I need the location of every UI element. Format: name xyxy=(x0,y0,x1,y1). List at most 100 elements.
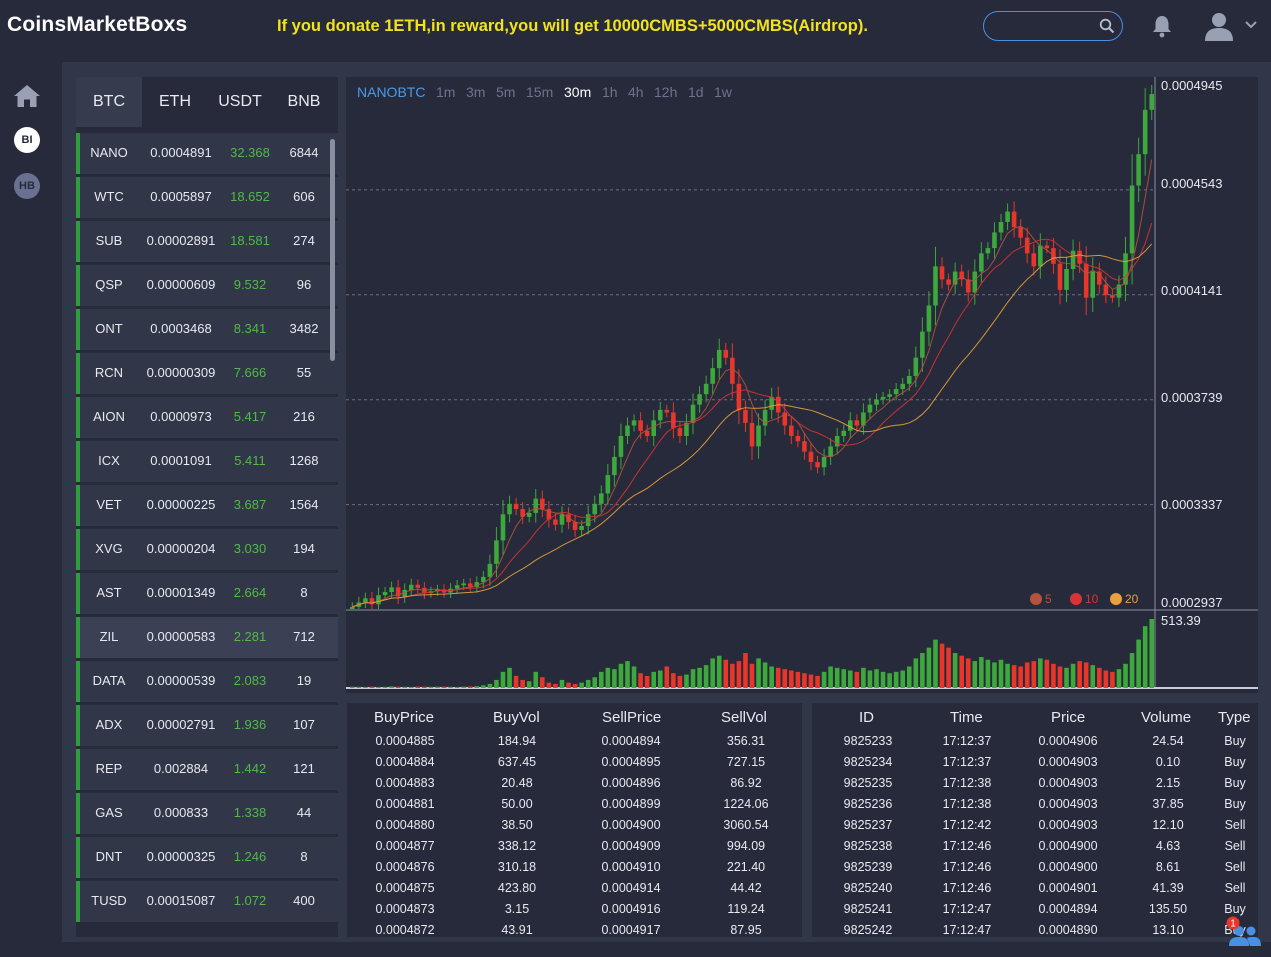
market-row-icx[interactable]: ICX 0.0001091 5.411 1268 xyxy=(76,441,338,482)
chevron-down-icon[interactable] xyxy=(1244,19,1258,31)
candle-body xyxy=(906,375,912,384)
volume-bar xyxy=(723,659,729,688)
book-sell-price: 0.0004896 xyxy=(601,776,661,790)
candlestick-chart[interactable] xyxy=(346,77,1258,693)
candle-body xyxy=(402,589,407,597)
top-header: CoinsMarketBoxs If you donate 1ETH,in re… xyxy=(0,0,1271,52)
trade-history: ID Time Price Volume Type 9825233 17:12:3… xyxy=(812,703,1258,937)
market-change: 1.338 xyxy=(233,805,267,820)
volume-bar xyxy=(631,666,637,688)
market-scrollbar[interactable] xyxy=(330,139,335,361)
market-row-gas[interactable]: GAS 0.000833 1.338 44 xyxy=(76,793,338,834)
market-row-rcn[interactable]: RCN 0.00000309 7.666 55 xyxy=(76,353,338,394)
candle-body xyxy=(952,271,958,285)
volume-bar xyxy=(520,679,525,688)
row-change-indicator xyxy=(76,265,80,306)
volume-bar xyxy=(487,683,493,688)
market-row-ast[interactable]: AST 0.00001349 2.664 8 xyxy=(76,573,338,614)
row-change-indicator xyxy=(76,661,80,702)
market-row-vet[interactable]: VET 0.00000225 3.687 1564 xyxy=(76,485,338,526)
candle-body xyxy=(1044,245,1050,249)
market-row-xvg[interactable]: XVG 0.00000204 3.030 194 xyxy=(76,529,338,570)
candle-body xyxy=(540,498,545,510)
users-icon[interactable]: 1 xyxy=(1226,916,1262,946)
timeframe-1h[interactable]: 1h xyxy=(602,84,618,100)
candle-body xyxy=(585,514,591,527)
timeframe-12h[interactable]: 12h xyxy=(654,84,678,100)
market-vol: 712 xyxy=(293,629,315,644)
market-row-wtc[interactable]: WTC 0.0005897 18.652 606 xyxy=(76,177,338,218)
market-sym: TUSD xyxy=(91,893,127,908)
candle-body xyxy=(880,396,886,400)
market-change: 8.341 xyxy=(233,321,267,336)
market-row-nano[interactable]: NANO 0.0004891 32.368 6844 xyxy=(76,133,338,174)
candle-body xyxy=(684,422,689,436)
volume-bar xyxy=(847,670,853,688)
market-row-sub[interactable]: SUB 0.00002891 18.581 274 xyxy=(76,221,338,262)
timeframe-3m[interactable]: 3m xyxy=(466,84,486,100)
home-icon[interactable] xyxy=(13,84,41,108)
candle-body xyxy=(933,266,938,306)
market-price: 0.00000325 xyxy=(146,849,216,864)
tab-bnb[interactable]: BNB xyxy=(287,93,321,110)
candle-body xyxy=(893,389,899,395)
market-row-dnt[interactable]: DNT 0.00000325 1.246 8 xyxy=(76,837,338,878)
tab-usdt[interactable]: USDT xyxy=(218,93,262,110)
volume-bar xyxy=(782,669,788,688)
timeframe-1d[interactable]: 1d xyxy=(688,84,704,100)
volume-bar xyxy=(598,671,604,688)
volume-bar xyxy=(389,686,394,688)
candle-body xyxy=(369,598,375,605)
row-change-indicator xyxy=(76,749,80,790)
bell-icon[interactable] xyxy=(1151,14,1173,38)
timeframe-4h[interactable]: 4h xyxy=(628,84,644,100)
brand-logo[interactable]: CoinsMarketBoxs xyxy=(7,13,188,36)
trade-price: 0.0004903 xyxy=(1038,818,1098,832)
trade-type: Sell xyxy=(1224,839,1246,853)
candle-body xyxy=(736,383,742,410)
candle-body xyxy=(349,606,355,609)
candle-body xyxy=(415,584,421,588)
timeframe-30m[interactable]: 30m xyxy=(564,84,592,100)
market-row-qsp[interactable]: QSP 0.00000609 9.532 96 xyxy=(76,265,338,306)
user-icon[interactable] xyxy=(1203,10,1235,42)
candle-body xyxy=(376,595,381,605)
trade-price: 0.0004903 xyxy=(1038,755,1098,769)
search-box[interactable] xyxy=(983,11,1123,41)
book-sell-price: 0.0004916 xyxy=(601,902,661,916)
volume-bar xyxy=(965,658,971,688)
market-row-adx[interactable]: ADX 0.00002791 1.936 107 xyxy=(76,705,338,746)
book-buy-vol: 423.80 xyxy=(497,881,537,895)
timeframe-1w[interactable]: 1w xyxy=(714,84,732,100)
candle-body xyxy=(494,540,499,564)
nav-item-bi[interactable]: BI xyxy=(14,127,40,153)
market-row-ont[interactable]: ONT 0.0003468 8.341 3482 xyxy=(76,309,338,350)
row-change-indicator xyxy=(76,881,80,922)
trade-type: Buy xyxy=(1224,755,1246,769)
candle-body xyxy=(513,503,519,510)
timeframe-1m[interactable]: 1m xyxy=(436,84,456,100)
price-level-label: 0.0003337 xyxy=(1161,497,1223,512)
ma20-label: 20 xyxy=(1125,592,1139,606)
search-icon[interactable] xyxy=(1099,18,1115,34)
nav-item-hb[interactable]: HB xyxy=(14,173,40,199)
market-row-zil[interactable]: ZIL 0.00000583 2.281 712 xyxy=(76,617,338,658)
volume-bar xyxy=(802,673,807,688)
timeframe-5m[interactable]: 5m xyxy=(496,84,516,100)
market-vol: 400 xyxy=(293,893,315,908)
market-row-aion[interactable]: AION 0.0000973 5.417 216 xyxy=(76,397,338,438)
volume-bar xyxy=(1097,667,1102,688)
timeframe-15m[interactable]: 15m xyxy=(526,84,554,100)
volume-bar xyxy=(553,683,558,688)
candle-body xyxy=(605,475,611,494)
search-input[interactable] xyxy=(994,17,1094,35)
market-row-tusd[interactable]: TUSD 0.00015087 1.072 400 xyxy=(76,881,338,922)
volume-bar xyxy=(461,686,466,688)
market-row-rep[interactable]: REP 0.002884 1.442 121 xyxy=(76,749,338,790)
tab-btc[interactable]: BTC xyxy=(76,77,142,127)
market-vol: 55 xyxy=(296,365,312,380)
market-row-data[interactable]: DATA 0.00000539 2.083 19 xyxy=(76,661,338,702)
tab-eth[interactable]: ETH xyxy=(159,93,191,110)
trade-id: 9825234 xyxy=(843,755,893,769)
volume-bar xyxy=(454,686,460,688)
